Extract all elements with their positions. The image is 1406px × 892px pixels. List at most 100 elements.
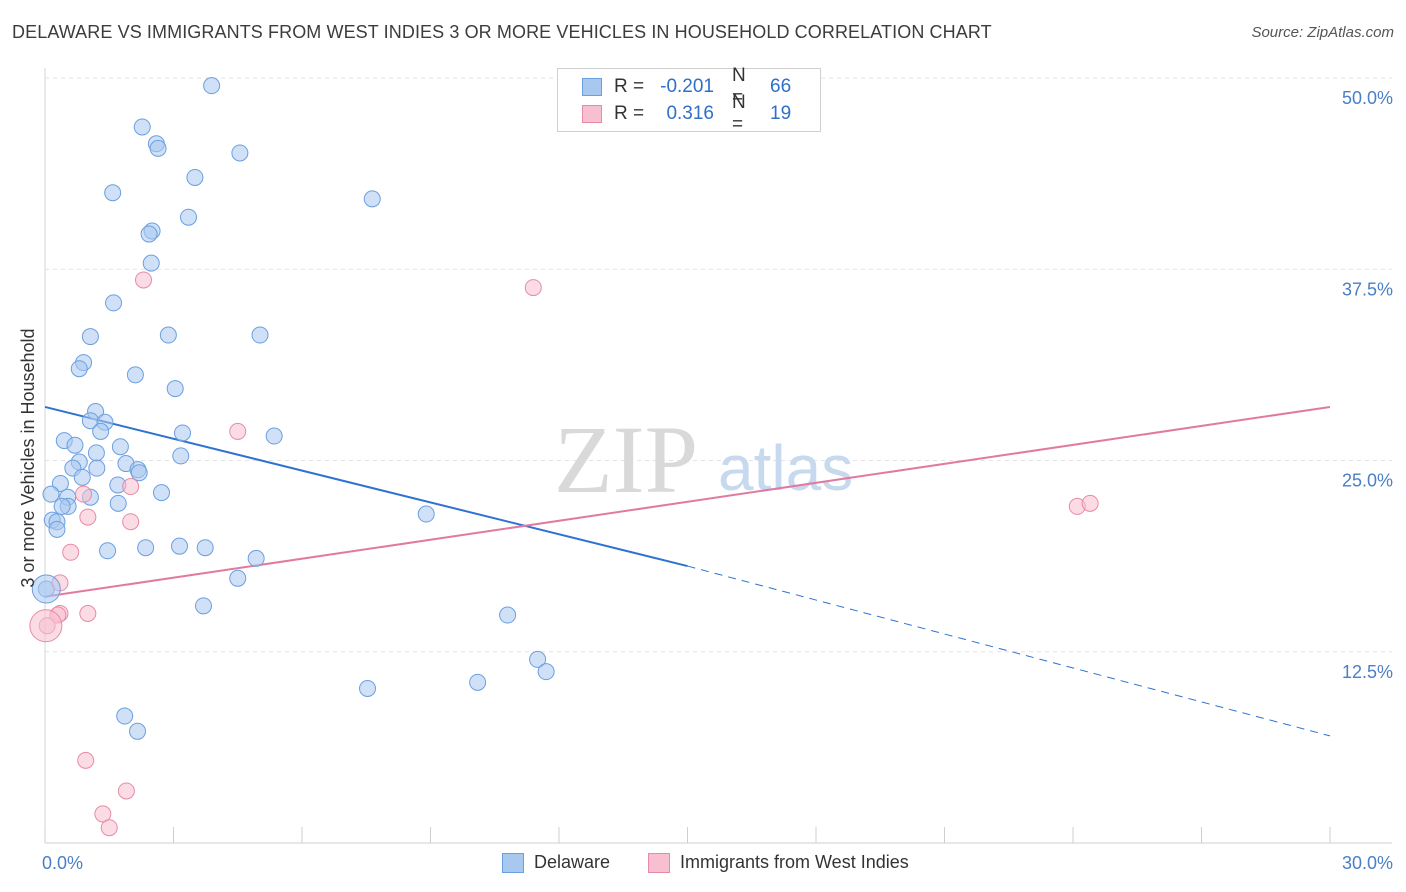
data-point-series-0: [87, 444, 105, 462]
y-tick-label: 12.5%: [1342, 662, 1393, 682]
data-point-series-1: [524, 279, 542, 297]
data-point-series-0: [140, 225, 158, 243]
data-point-series-0: [137, 539, 155, 557]
data-point-series-0: [203, 77, 221, 95]
data-point-series-1: [1081, 494, 1099, 512]
data-point-series-0: [149, 139, 167, 157]
data-point-series-0: [499, 606, 517, 624]
data-point-series-0: [247, 549, 265, 567]
data-point-series-1: [122, 478, 140, 496]
data-point-series-0: [153, 484, 171, 502]
data-point-series-0: [159, 326, 177, 344]
axes: [44, 68, 1392, 844]
data-point-series-0: [196, 539, 214, 557]
watermark-zip: ZIP: [554, 406, 698, 513]
data-point-series-0: [70, 360, 88, 378]
legend-row-west-indies: R = 0.316 N = 19: [582, 92, 792, 135]
source-label: Source: ZipAtlas.com: [1251, 24, 1394, 41]
data-point-series-0: [166, 380, 184, 398]
data-point-series-0: [99, 542, 117, 560]
data-point-series-0: [126, 366, 144, 384]
data-point-series-0: [179, 208, 197, 226]
data-point-series-0: [53, 497, 71, 515]
data-point-series-0: [116, 707, 134, 725]
data-point-series-0: [109, 494, 127, 512]
trend-line-extension-0: [687, 565, 1331, 737]
legend-n-label: N =: [732, 92, 746, 135]
data-point-series-0: [81, 328, 99, 346]
data-point-series-1: [77, 751, 95, 769]
data-point-series-0: [359, 679, 377, 697]
data-point-series-0: [194, 597, 212, 615]
x-tick-label: 30.0%: [1342, 853, 1393, 873]
y-axis-title: 3 or more Vehicles in Household: [18, 328, 38, 587]
grid-lines: [45, 77, 1392, 653]
tick-labels: 12.5% 25.0% 37.5% 50.0% 0.0% 30.0%: [42, 88, 1393, 873]
bottom-legend-west-indies: Immigrants from West Indies: [648, 852, 909, 873]
bottom-legend-swatch-west-indies: [648, 852, 670, 873]
data-point-series-1: [62, 543, 80, 561]
data-point-series-0: [48, 520, 66, 538]
data-point-series-0: [111, 438, 129, 456]
bottom-legend-swatch-delaware: [502, 852, 524, 873]
data-point-series-0: [417, 505, 435, 523]
legend-r-label: R =: [614, 76, 645, 97]
data-point-series-0: [133, 118, 151, 136]
data-point-series-1: [117, 782, 135, 800]
legend-swatch-delaware: [582, 78, 602, 96]
y-tick-label: 25.0%: [1342, 471, 1393, 491]
legend-r-value: -0.201: [660, 76, 714, 97]
data-point-series-0: [537, 663, 555, 681]
legend-n-value: 66: [770, 76, 792, 97]
data-point-series-1: [122, 513, 140, 531]
data-point-series-0: [66, 436, 84, 454]
data-point-series-0: [73, 468, 91, 486]
data-point-series-0: [529, 650, 547, 668]
data-point-series-1: [79, 508, 97, 526]
data-point-series-0: [170, 537, 188, 555]
data-point-series-0: [129, 722, 147, 740]
data-point-series-1: [94, 805, 112, 823]
legend-n-label: N =: [732, 65, 746, 108]
bottom-legend-label-delaware: Delaware: [534, 852, 611, 872]
data-point-series-0: [231, 144, 249, 162]
data-point-series-0: [105, 294, 123, 312]
data-point-series-0: [92, 422, 110, 440]
data-point-series-0: [130, 464, 148, 482]
data-point-series-1: [75, 485, 93, 503]
y-tick-label: 37.5%: [1342, 279, 1393, 299]
data-point-series-0: [173, 424, 191, 442]
legend-row-delaware: R = -0.201 N = 66: [582, 65, 792, 108]
legend-swatch-west-indies: [582, 105, 602, 123]
data-point-series-0: [265, 427, 283, 445]
data-point-series-0: [229, 569, 247, 587]
data-point-series-1: [135, 271, 153, 289]
data-point-series-0: [142, 254, 160, 272]
data-point-series-0: [186, 168, 204, 186]
legend-r-value: 0.316: [666, 103, 714, 124]
x-tick-label: 0.0%: [42, 853, 83, 873]
data-point-series-0: [251, 326, 269, 344]
data-point-series-0: [42, 485, 60, 503]
data-point-cluster-west-indies: [29, 609, 63, 643]
data-point-cluster-delaware: [31, 574, 61, 604]
bottom-legend-delaware: Delaware: [502, 852, 610, 873]
trend-line-0: [44, 405, 688, 568]
y-tick-label: 50.0%: [1342, 88, 1393, 108]
data-point-series-1: [79, 605, 97, 622]
data-point-series-0: [51, 474, 69, 492]
data-point-series-0: [363, 190, 381, 208]
legend-n-value: 19: [770, 103, 792, 124]
data-point-series-1: [100, 819, 118, 837]
legend-r-label: R =: [614, 103, 645, 124]
data-point-series-0: [469, 673, 487, 691]
watermark-atlas: atlas: [718, 432, 853, 504]
data-point-series-0: [104, 184, 122, 202]
data-points: [29, 77, 1099, 837]
data-point-series-0: [88, 459, 106, 477]
data-point-series-1: [229, 422, 247, 440]
correlation-legend: R = -0.201 N = 66 R = 0.316 N = 19: [557, 65, 821, 135]
data-point-series-0: [172, 447, 190, 465]
bottom-legend-label-west-indies: Immigrants from West Indies: [680, 852, 909, 872]
